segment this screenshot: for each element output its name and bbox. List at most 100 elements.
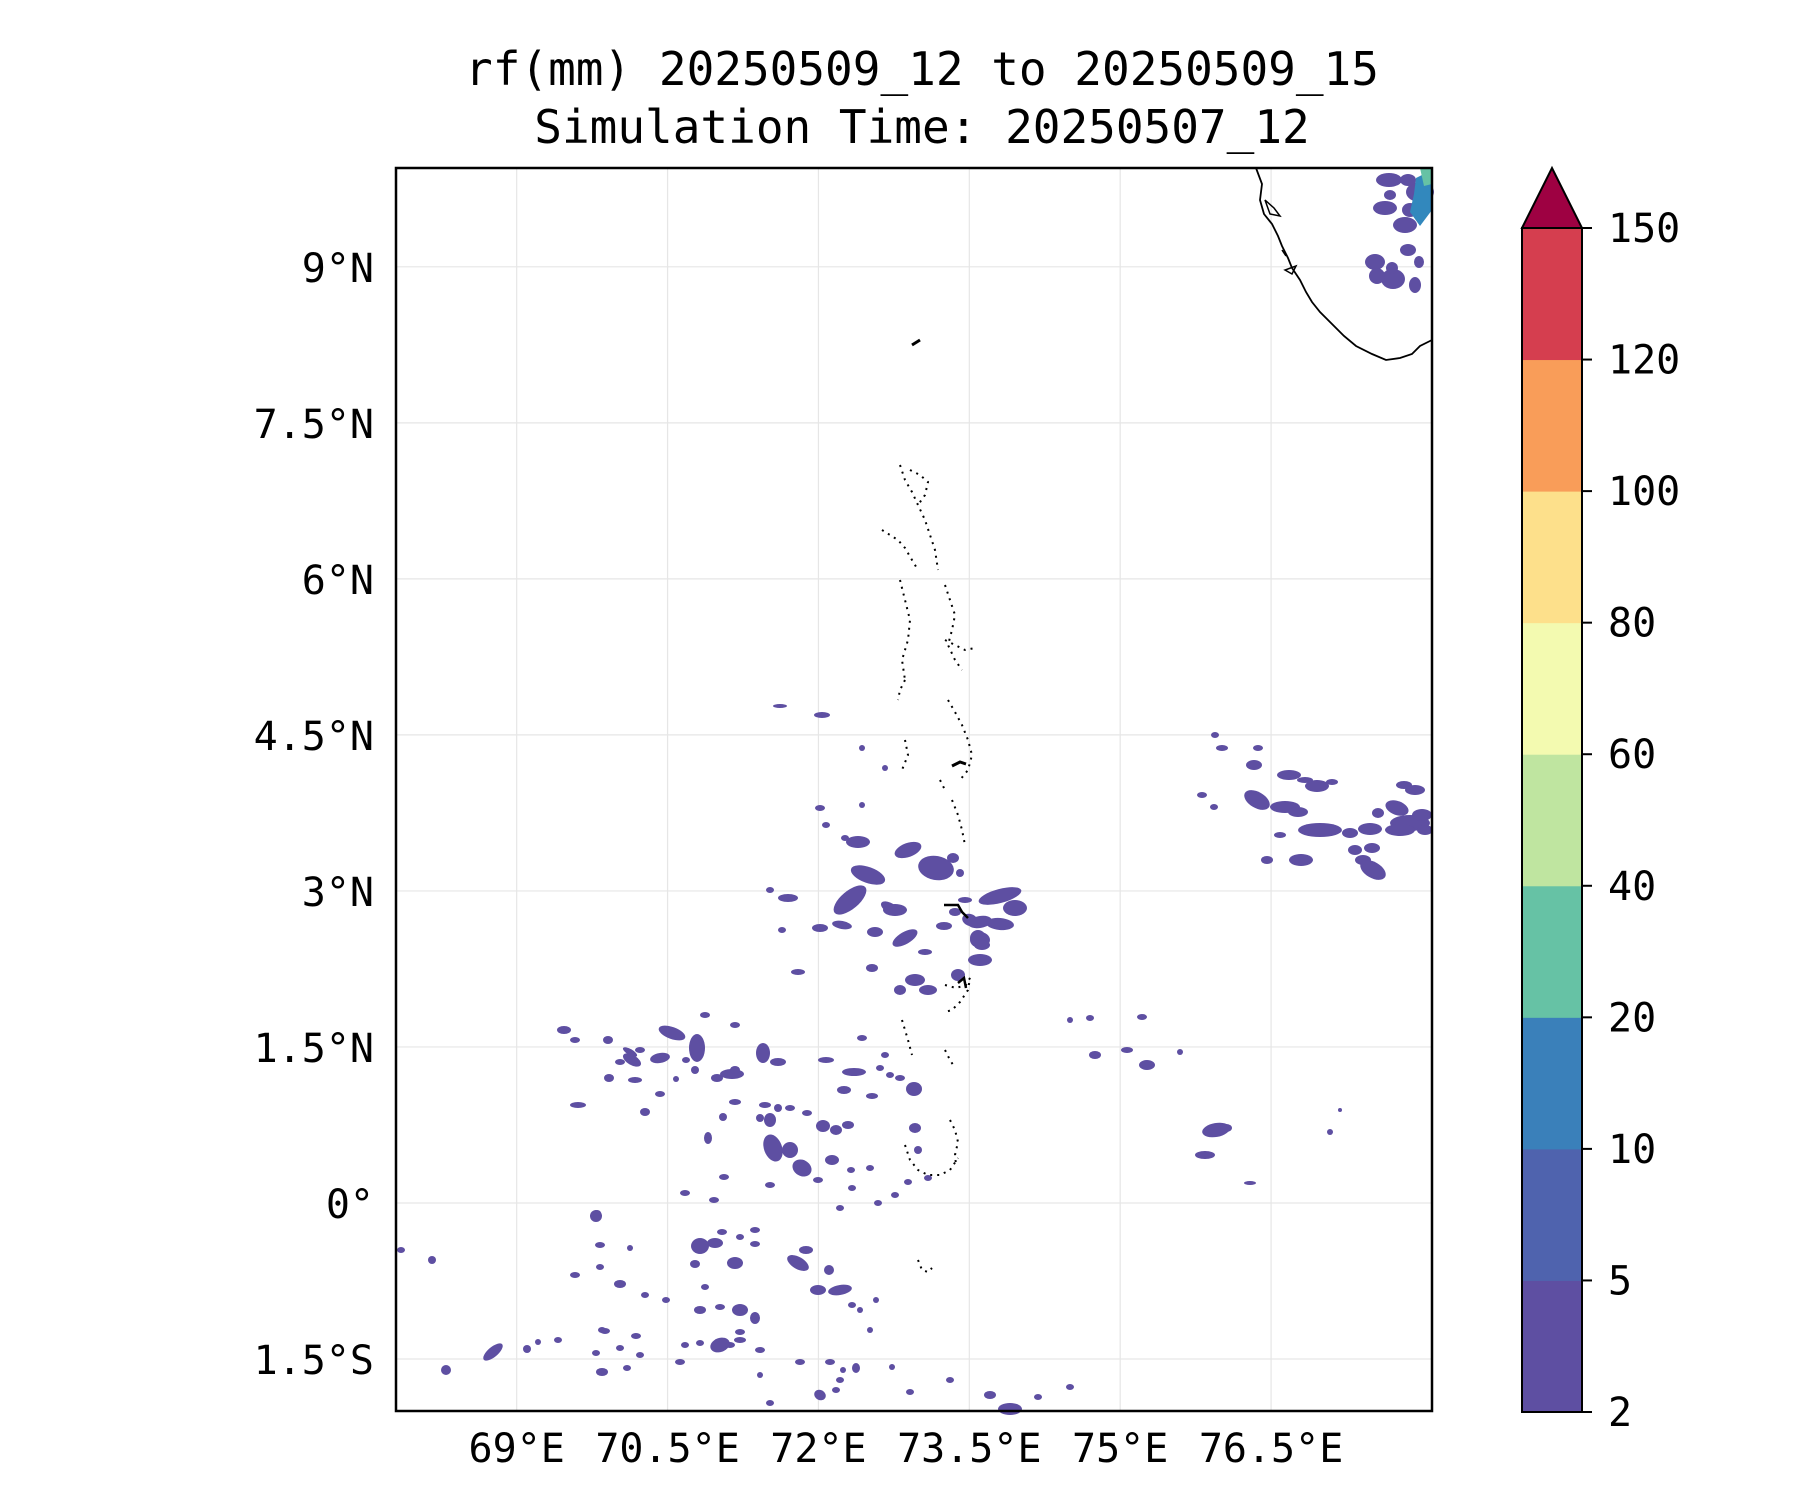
rain-cell [763,1134,783,1162]
rain-cell [813,1177,823,1183]
lon-tick-label: 76.5°E [1199,1426,1344,1472]
rain-cell [604,1074,614,1082]
rain-cell [866,1165,874,1171]
rain-cell [1253,745,1263,751]
rain-cell [1121,1047,1133,1053]
rain-cell [1066,1384,1074,1390]
rain-cell [622,1047,638,1057]
rain-cell [570,1037,580,1043]
atoll-outline [944,977,971,1013]
rain-cell [840,1367,846,1373]
rain-cell [891,1192,899,1198]
lon-tick-label: 72°E [770,1426,866,1472]
rain-cell [680,1190,690,1196]
rain-cell [785,1105,795,1111]
rain-cell [857,1307,863,1313]
rain-cell [818,1057,834,1063]
rain-cell [914,1146,922,1154]
rain-cell [936,922,952,930]
colorbar-tick-label: 80 [1608,601,1656,647]
rain-cell [1220,1124,1232,1132]
lat-tick-label: 1.5°S [254,1338,374,1384]
rain-cell [483,1343,503,1361]
rain-cell [1139,1060,1155,1070]
rain-cell [828,1284,852,1296]
coastline-detail [1264,199,1298,276]
rain-cell [833,885,867,915]
colorbar-segment [1522,885,1582,1018]
rain-cell [1414,256,1424,268]
rain-cell [596,1264,604,1270]
rain-cell [689,1034,705,1062]
rain-cell [876,1065,884,1071]
map-frame [394,166,1434,1413]
atoll-outline [881,529,919,571]
rain-cell [842,1121,854,1129]
map-title: rf(mm) 20250509_12 to 20250509_15 [465,42,1379,96]
rain-cell [905,974,925,986]
rain-cell [1400,174,1416,186]
rain-cell [791,969,805,975]
rain-cell [1246,760,1262,770]
latitude-labels: 9°N 7.5°N 6°N 4.5°N 3°N 1.5°N 0° 1.5°S [254,246,374,1384]
rain-cell [1376,173,1402,187]
atoll-outline [909,469,930,506]
rain-cell [1210,804,1218,810]
rain-cell [956,869,964,877]
rain-cell [949,908,961,916]
rain-cell [867,1327,873,1333]
rain-cell [1364,843,1380,853]
rain-cell [892,929,918,947]
atoll-island [944,903,969,919]
rain-cell [1360,860,1386,880]
rain-cell [1400,244,1416,256]
rain-cell [640,1108,650,1116]
rain-cell [631,1333,641,1339]
rain-cell [690,1260,700,1268]
longitude-labels: 69°E 70.5°E 72°E 73.5°E 75°E 76.5°E [469,1426,1344,1472]
india-coastline [1255,167,1433,361]
rain-cell [691,1066,699,1074]
rain-cell [428,1256,436,1264]
rain-cell [715,1304,725,1310]
rain-cell [886,1072,894,1078]
rain-cell [866,964,878,972]
rain-cell [719,1174,729,1180]
rain-cell [719,1113,727,1121]
rain-cell [1326,779,1338,785]
rain-cell [707,1238,723,1248]
rain-cell [673,1076,679,1082]
rain-cell [615,1059,625,1065]
lat-tick-label: 9°N [302,246,374,292]
rain-cell [662,1297,670,1303]
lon-tick-label: 70.5°E [595,1426,740,1472]
rain-cell [1373,201,1397,215]
rain-cell [614,1280,626,1288]
rain-cell [1372,808,1384,818]
rain-cell [596,1368,608,1376]
rain-cell [770,1058,786,1066]
rain-cell [850,865,886,885]
colorbar-segment [1522,622,1582,755]
rain-cell [848,1185,856,1191]
rain-cell [755,1347,765,1353]
rain-cell [837,1086,851,1094]
rain-cell [756,1043,770,1063]
rain-cell [765,1182,775,1188]
atoll-outline [951,799,966,846]
rain-cell [894,985,906,995]
colorbar-segment [1522,1280,1582,1413]
rain-cell [570,1102,586,1108]
map-area [394,166,1434,1415]
rainfall-cells [397,168,1434,1415]
rain-cell [1244,1181,1256,1185]
atoll-outline [939,779,946,791]
rain-cell [727,1257,743,1269]
rain-cell [1385,824,1415,836]
rain-cell [998,1403,1022,1415]
rain-cell [795,1359,805,1365]
lat-tick-label: 7.5°N [254,402,374,448]
rain-cell [1358,823,1382,835]
rain-cell [1305,780,1329,792]
rain-cell [918,855,954,881]
